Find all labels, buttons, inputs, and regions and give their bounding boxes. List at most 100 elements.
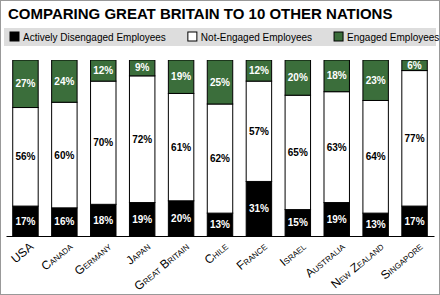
bar-segment — [91, 204, 116, 236]
x-tick: Israel — [277, 239, 309, 269]
bar-segment — [324, 60, 349, 92]
legend-label: Actively Disengaged Employees — [23, 32, 166, 43]
x-tick-label: New Zealand — [328, 239, 386, 291]
x-tick-label: Japan — [123, 239, 153, 267]
x-tick-label: Chile — [202, 239, 231, 267]
bar-segment — [324, 203, 349, 236]
x-tick-label: Great Britain — [132, 239, 193, 293]
data-label: 9% — [135, 62, 150, 73]
bar-segment — [13, 206, 38, 236]
legend-swatch — [10, 32, 19, 41]
bar-segment — [129, 203, 154, 236]
x-tick: Germany — [72, 239, 115, 278]
legend-swatch — [334, 32, 343, 41]
bar-segment — [91, 60, 116, 81]
data-label: 60% — [54, 150, 74, 161]
x-tick-label: France — [234, 239, 270, 272]
data-label: 63% — [327, 142, 347, 153]
x-tick: Japan — [123, 239, 153, 267]
x-axis-line — [7, 236, 435, 237]
data-label: 25% — [210, 77, 230, 88]
bar-segment — [168, 60, 193, 93]
bar-segment — [246, 181, 271, 236]
legend-item: Actively Disengaged Employees — [10, 32, 166, 43]
bar-segment — [129, 60, 154, 76]
data-labels: 17% 16% 18% 19% 20% 13% 31% 15% 19% 13% 17% 56% 60% 7… — [15, 60, 424, 230]
data-label: 12% — [93, 65, 113, 76]
data-label: 15% — [288, 217, 308, 228]
data-label: 56% — [15, 151, 35, 162]
bar-segment — [13, 60, 38, 108]
data-label: 20% — [171, 213, 191, 224]
legend-label: Not-Engaged Employees — [201, 32, 312, 43]
bar-segment — [129, 76, 154, 203]
data-label: 23% — [366, 75, 386, 86]
legend-label: Engaged Employees — [347, 32, 439, 43]
bar-segment — [168, 201, 193, 236]
data-label: 61% — [171, 142, 191, 153]
data-label: 64% — [366, 151, 386, 162]
bar-segment — [246, 81, 271, 181]
x-tick-label: Singapore — [378, 239, 425, 282]
bar-segment — [285, 210, 310, 236]
bar-segment — [285, 60, 310, 95]
bar-segment — [285, 95, 310, 209]
data-label: 24% — [54, 76, 74, 87]
legend-swatch — [188, 32, 197, 41]
data-label: 17% — [15, 216, 35, 227]
data-label: 62% — [210, 153, 230, 164]
x-tick-label: Germany — [72, 239, 115, 278]
data-label: 19% — [327, 214, 347, 225]
bar-segment — [363, 213, 388, 236]
bar-segment — [13, 108, 38, 207]
x-tick-label: Canada — [38, 239, 75, 273]
x-tick: Singapore — [378, 239, 425, 282]
bar-segment — [168, 93, 193, 200]
bar-segment — [363, 60, 388, 100]
data-label: 57% — [249, 126, 269, 137]
legend-item: Not-Engaged Employees — [188, 32, 312, 43]
bars — [13, 60, 428, 236]
frame — [1, 1, 440, 295]
bar-segment — [52, 208, 77, 236]
bar-segment — [207, 213, 232, 236]
legend: Actively Disengaged Employees Not-Engaged… — [4, 28, 439, 46]
data-label: 18% — [93, 215, 113, 226]
bar-segment — [363, 100, 388, 213]
x-tick: Canada — [38, 239, 75, 273]
data-label: 13% — [366, 219, 386, 230]
bar-segment — [207, 104, 232, 213]
data-label: 19% — [132, 214, 152, 225]
x-tick: USA — [8, 239, 36, 266]
bar-segment — [246, 60, 271, 81]
x-axis: USACanadaGermany JapanGreat Britain ChileF… — [7, 237, 435, 294]
x-tick: Great Britain — [132, 239, 193, 293]
data-label: 19% — [171, 71, 191, 82]
x-tick: France — [234, 239, 270, 272]
title: COMPARING GREAT BRITAIN TO 10 OTHER NATI… — [8, 5, 392, 22]
data-label: 72% — [132, 134, 152, 145]
data-label: 16% — [54, 216, 74, 227]
data-label: 13% — [210, 219, 230, 230]
data-label: 18% — [327, 70, 347, 81]
bar-segment — [402, 71, 427, 207]
data-label: 27% — [15, 78, 35, 89]
data-label: 17% — [405, 216, 425, 227]
data-label: 77% — [405, 133, 425, 144]
data-label: 70% — [93, 137, 113, 148]
x-tick: New Zealand — [328, 239, 386, 291]
x-tick: Chile — [202, 239, 231, 267]
x-tick-label: USA — [8, 239, 36, 266]
x-tick-label: Israel — [277, 239, 309, 269]
bar-segment — [52, 60, 77, 102]
bar-segment — [402, 60, 427, 71]
data-label: 12% — [249, 65, 269, 76]
bar-segment — [402, 206, 427, 236]
data-label: 31% — [249, 203, 269, 214]
bar-segment — [324, 92, 349, 203]
chart: COMPARING GREAT BRITAIN TO 10 OTHER NATI… — [0, 0, 440, 295]
data-label: 6% — [407, 60, 422, 71]
bar-segment — [91, 81, 116, 204]
data-label: 65% — [288, 147, 308, 158]
legend-item: Engaged Employees — [334, 32, 439, 43]
